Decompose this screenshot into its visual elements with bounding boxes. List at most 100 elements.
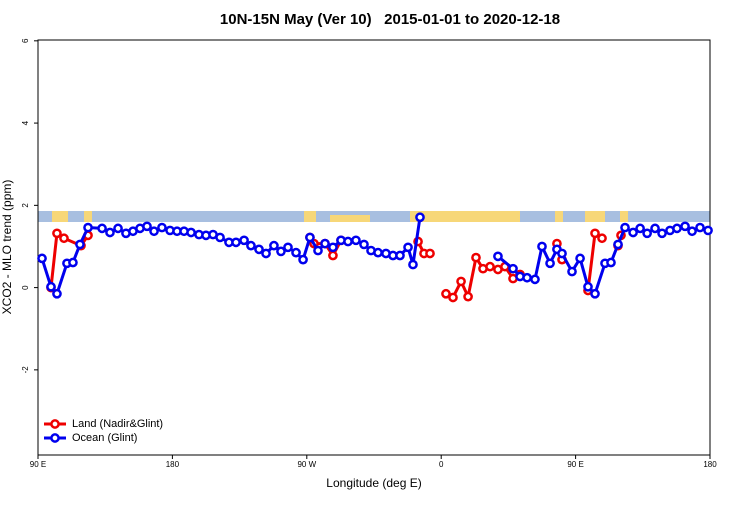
legend-marker bbox=[50, 419, 60, 429]
x-tick-label: 180 bbox=[703, 460, 717, 469]
point bbox=[351, 235, 361, 246]
point bbox=[291, 247, 301, 258]
point bbox=[695, 222, 705, 233]
point bbox=[590, 228, 600, 239]
point bbox=[37, 253, 47, 264]
point bbox=[650, 223, 660, 234]
point bbox=[283, 242, 293, 253]
point bbox=[597, 233, 607, 244]
x-tick-label: 90 E bbox=[30, 460, 46, 469]
y-axis-label: XCO2 - MLO trend (ppm) bbox=[0, 180, 14, 315]
point bbox=[620, 222, 630, 233]
land-patch bbox=[84, 211, 92, 222]
point bbox=[97, 223, 107, 234]
point bbox=[239, 235, 249, 246]
y-tick-label: 4 bbox=[21, 120, 30, 125]
point bbox=[83, 222, 93, 233]
point bbox=[142, 221, 152, 232]
point bbox=[328, 242, 338, 253]
point bbox=[530, 274, 540, 285]
y-tick-label: 2 bbox=[21, 203, 30, 208]
x-tick-label: 90 E bbox=[567, 460, 583, 469]
point bbox=[456, 276, 466, 287]
ocean-strip bbox=[38, 211, 710, 222]
point bbox=[508, 263, 518, 274]
point bbox=[687, 226, 697, 237]
land-patch bbox=[410, 211, 520, 222]
land-patch bbox=[330, 215, 370, 222]
land-patch bbox=[585, 211, 605, 222]
legend-label: Land (Nadir&Glint) bbox=[72, 418, 163, 430]
x-tick-label: 0 bbox=[439, 460, 444, 469]
point bbox=[59, 233, 69, 244]
point bbox=[403, 242, 413, 253]
y-tick-label: -2 bbox=[21, 366, 30, 374]
x-tick-label: 90 W bbox=[297, 460, 316, 469]
point bbox=[46, 281, 56, 292]
point bbox=[408, 259, 418, 270]
x-axis-label: Longitude (deg E) bbox=[326, 476, 421, 490]
point bbox=[269, 240, 279, 251]
point bbox=[105, 227, 115, 238]
point bbox=[463, 291, 473, 302]
legend-marker bbox=[50, 433, 60, 443]
point bbox=[359, 239, 369, 250]
point bbox=[672, 223, 682, 234]
point bbox=[448, 292, 458, 303]
point bbox=[471, 252, 481, 263]
point bbox=[320, 238, 330, 249]
point bbox=[328, 250, 338, 261]
point bbox=[52, 288, 62, 299]
point bbox=[537, 241, 547, 252]
point bbox=[522, 272, 532, 283]
point bbox=[590, 288, 600, 299]
point bbox=[583, 281, 593, 292]
point bbox=[276, 246, 286, 257]
point bbox=[575, 253, 585, 264]
point bbox=[415, 212, 425, 223]
legend: Land (Nadir&Glint) Ocean (Glint) bbox=[44, 418, 163, 444]
point bbox=[261, 248, 271, 259]
point bbox=[157, 222, 167, 233]
point bbox=[215, 232, 225, 243]
land-patch bbox=[52, 211, 68, 222]
point bbox=[68, 257, 78, 268]
point bbox=[246, 240, 256, 251]
point bbox=[628, 227, 638, 238]
point bbox=[52, 228, 62, 239]
point bbox=[642, 228, 652, 239]
point bbox=[567, 266, 577, 277]
point bbox=[231, 237, 241, 248]
point bbox=[425, 248, 435, 259]
y-tick-label: 0 bbox=[21, 285, 30, 290]
point bbox=[545, 258, 555, 269]
land-patch bbox=[304, 211, 316, 222]
point bbox=[606, 257, 616, 268]
point bbox=[305, 232, 315, 243]
point bbox=[441, 288, 451, 299]
point bbox=[493, 251, 503, 262]
chart-title: 10N-15N May (Ver 10) 2015-01-01 to 2020-… bbox=[220, 11, 560, 28]
point bbox=[680, 221, 690, 232]
point bbox=[557, 248, 567, 259]
point bbox=[657, 228, 667, 239]
map-strip bbox=[38, 211, 710, 222]
plot-frame bbox=[37, 39, 711, 456]
point bbox=[635, 223, 645, 234]
point bbox=[186, 227, 196, 238]
legend-label: Ocean (Glint) bbox=[72, 432, 137, 444]
point bbox=[373, 247, 383, 258]
land-patch bbox=[620, 211, 628, 222]
point bbox=[703, 225, 713, 236]
point bbox=[149, 226, 159, 237]
point bbox=[254, 244, 264, 255]
point bbox=[113, 223, 123, 234]
x-tick-label: 180 bbox=[166, 460, 180, 469]
y-tick-label: 6 bbox=[21, 38, 30, 43]
point bbox=[395, 250, 405, 261]
point bbox=[343, 236, 353, 247]
point bbox=[313, 245, 323, 256]
point bbox=[298, 254, 308, 265]
